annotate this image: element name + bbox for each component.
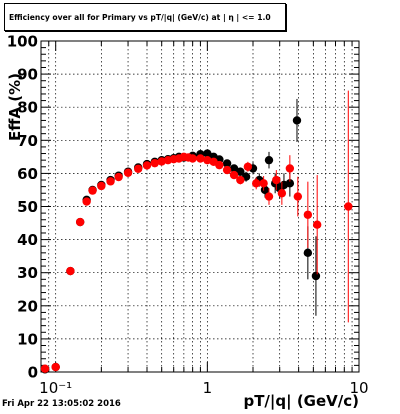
data-point [236,167,245,176]
data-point [303,210,313,219]
y-tick-label: 90 [17,66,38,84]
data-point [150,158,159,168]
data-point [236,175,245,185]
data-point [264,155,274,165]
data-point [40,364,50,373]
y-tick-label: 50 [17,198,38,216]
series-red [40,90,353,373]
data-point [142,161,152,170]
y-tick-label: 30 [17,264,38,282]
x-axis-tick-labels: 10⁻¹ 1 10 [39,379,368,397]
data-point [75,217,85,227]
data-point [344,202,353,211]
grid-lines [41,41,359,372]
y-axis-label: EffA (%) [6,73,24,141]
data-point [293,192,303,201]
y-tick-label: 80 [17,99,38,117]
data-point [292,116,302,125]
data-point [222,159,232,168]
data-point [106,177,115,186]
y-tick-label: 40 [17,231,38,249]
data-point [97,181,106,191]
data-point [303,248,313,258]
data-point [88,186,97,195]
data-point [222,165,232,175]
y-tick-label: 100 [7,33,38,51]
axis-ticks [40,40,360,373]
data-point [134,164,143,173]
data-point [285,179,295,188]
data-point [114,172,123,182]
chart-title-box: Efficiency over all for Primary vs pT/|q… [4,3,286,31]
data-point [259,179,268,188]
data-point [260,185,270,195]
x-tick-label: 10⁻¹ [39,379,72,397]
data-point [285,164,295,173]
data-point [311,271,321,281]
data-point [203,149,212,158]
data-point [243,162,253,171]
data-point [123,168,133,177]
x-axis-label: pT/|q| (GeV/c) [243,392,359,411]
data-point [157,157,166,166]
plot-frame [40,40,360,373]
data-point [252,179,261,188]
data-point [188,154,197,163]
data-point [229,164,239,173]
data-point [215,160,224,170]
data-point [82,197,91,206]
y-axis-tick-labels: 0 10 20 30 40 50 60 70 80 90 100 [7,33,38,382]
y-tick-label: 10 [17,330,38,348]
data-point [277,189,287,198]
y-tick-label: 0 [28,364,38,382]
data-point [196,154,205,163]
x-tick-label: 10 [349,379,368,397]
data-point [264,192,274,201]
x-tick-label: 1 [203,379,213,397]
y-tick-label: 60 [17,165,38,183]
data-point [66,266,75,276]
chart-title: Efficiency over all for Primary vs pT/|q… [9,12,271,22]
data-point [203,155,212,165]
data-point [312,220,322,229]
data-point [272,175,281,185]
data-series [40,90,353,374]
data-point [229,170,239,180]
y-tick-label: 20 [17,297,38,315]
footer-timestamp: Fri Apr 22 13:05:02 2016 [2,399,121,409]
data-point [51,362,60,372]
y-tick-label: 70 [17,132,38,150]
